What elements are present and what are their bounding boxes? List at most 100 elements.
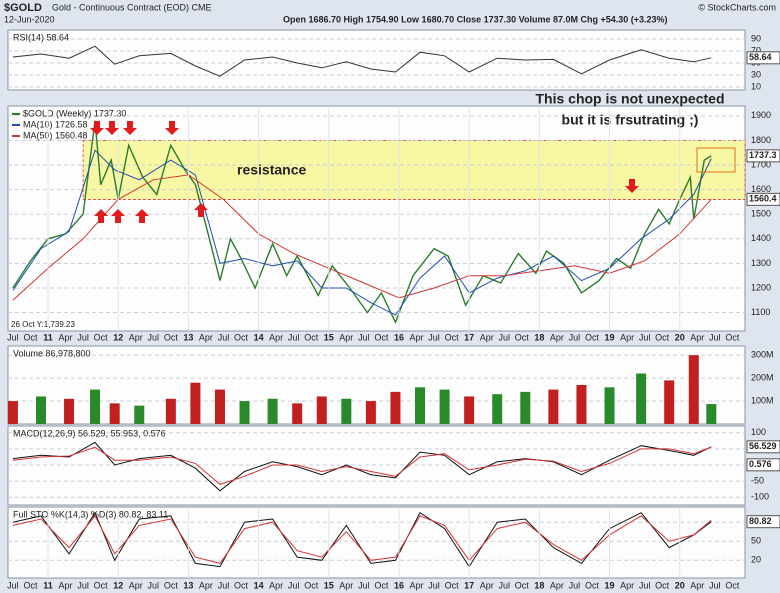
volume-bar (365, 401, 376, 424)
x-tick-label: Oct (655, 332, 670, 342)
x-tick-label: Jul (709, 332, 721, 342)
credit: © StockCharts.com (698, 2, 776, 12)
y-tick-label: 300M (751, 350, 774, 360)
x-tick-label: Apr (339, 580, 353, 590)
value-tag-bg (746, 458, 780, 472)
x-tick-label: Apr (129, 580, 143, 590)
x-tick-label: 15 (324, 332, 334, 342)
volume-bar (464, 396, 475, 424)
y-tick-label: 90 (751, 33, 761, 43)
x-tick-label: Apr (269, 580, 283, 590)
value-tag: 0.576 (749, 459, 772, 469)
volume-bar (267, 398, 278, 424)
x-tick-label: 20 (675, 580, 685, 590)
x-tick-label: Jul (639, 332, 651, 342)
y-tick-label: 100 (751, 427, 766, 437)
x-tick-label: Jul (7, 332, 19, 342)
volume-bar (390, 391, 401, 424)
x-tick-label: Apr (339, 332, 353, 342)
annotation: resistance (237, 162, 306, 178)
legend-entry: MA(10) 1726.58 (23, 119, 88, 129)
volume-bar (548, 389, 559, 424)
x-tick-label: Oct (164, 580, 179, 590)
x-tick-label: Apr (690, 332, 704, 342)
volume-bar (341, 398, 352, 424)
series-line (12, 45, 712, 77)
x-tick-label: 18 (534, 332, 544, 342)
y-tick-label: 200M (751, 372, 774, 382)
value-tag: 58.64 (749, 52, 772, 62)
x-tick-label: Apr (550, 580, 564, 590)
x-tick-label: Oct (725, 332, 740, 342)
volume-bar (7, 401, 18, 424)
panel-title: MACD(12,26,9) 56.529, 55.953, 0.576 (13, 428, 166, 438)
x-tick-label: Oct (655, 580, 670, 590)
volume-bar (165, 398, 176, 424)
volume-bar (90, 389, 101, 424)
y-tick-label: 1200 (751, 282, 771, 292)
annotation: This chop is not unexpected (535, 91, 724, 107)
volume-bar (520, 391, 531, 424)
x-tick-label: Oct (445, 332, 460, 342)
x-tick-label: Jul (498, 580, 510, 590)
x-tick-label: Oct (304, 332, 319, 342)
x-tick-label: Jul (218, 332, 230, 342)
arrow (90, 121, 104, 135)
x-tick-label: Jul (7, 580, 19, 590)
volume-bar (64, 398, 75, 424)
volume-bar (492, 394, 503, 424)
x-tick-label: Apr (199, 580, 213, 590)
x-tick-label: Apr (59, 332, 73, 342)
x-tick-label: 13 (183, 580, 193, 590)
x-tick-label: Apr (410, 580, 424, 590)
value-tag: 1737.3 (749, 150, 777, 160)
highlight-box (696, 147, 736, 173)
series-line (12, 514, 712, 564)
symbol: $GOLD (4, 2, 42, 14)
x-tick-label: Jul (358, 332, 370, 342)
series-line (12, 149, 712, 316)
x-tick-label: 18 (534, 580, 544, 590)
volume-bar (576, 385, 587, 424)
x-tick-label: Oct (234, 580, 249, 590)
x-tick-label: 14 (254, 332, 264, 342)
x-tick-label: Jul (77, 580, 89, 590)
x-tick-label: Apr (620, 580, 634, 590)
y-tick-label: 100M (751, 395, 774, 405)
x-tick-label: Apr (550, 332, 564, 342)
x-tick-label: Jul (358, 580, 370, 590)
x-tick-label: 11 (43, 580, 53, 590)
arrow (123, 121, 137, 135)
value-tag: 56.529 (749, 441, 777, 451)
volume-bar (604, 387, 615, 424)
resistance-band (82, 140, 746, 200)
value-tag-bg (746, 515, 780, 529)
arrow (625, 179, 639, 193)
y-tick-label: -100 (751, 492, 769, 502)
value-tag: 80.82 (749, 516, 772, 526)
x-tick-label: Apr (199, 332, 213, 342)
volume-bar (415, 387, 426, 424)
value-tag-bg (746, 51, 780, 65)
x-tick-label: Jul (288, 332, 300, 342)
x-tick-label: 17 (464, 580, 474, 590)
series-line (12, 446, 712, 485)
volume-bar (706, 404, 717, 424)
x-tick-label: Oct (94, 332, 109, 342)
arrow (165, 121, 179, 135)
x-tick-label: 15 (324, 580, 334, 590)
volume-bar (439, 389, 450, 424)
x-tick-label: Oct (164, 332, 179, 342)
x-tick-label: Oct (94, 580, 109, 590)
volume-bar (214, 389, 225, 424)
x-tick-label: Oct (445, 580, 460, 590)
x-tick-label: Oct (725, 580, 740, 590)
x-tick-label: Oct (515, 580, 530, 590)
x-tick-label: Oct (515, 332, 530, 342)
arrow (94, 209, 108, 223)
x-tick-label: Oct (374, 332, 389, 342)
x-tick-label: Jul (218, 580, 230, 590)
volume-bar (292, 403, 303, 424)
x-tick-label: Apr (59, 580, 73, 590)
series-line (12, 174, 712, 301)
